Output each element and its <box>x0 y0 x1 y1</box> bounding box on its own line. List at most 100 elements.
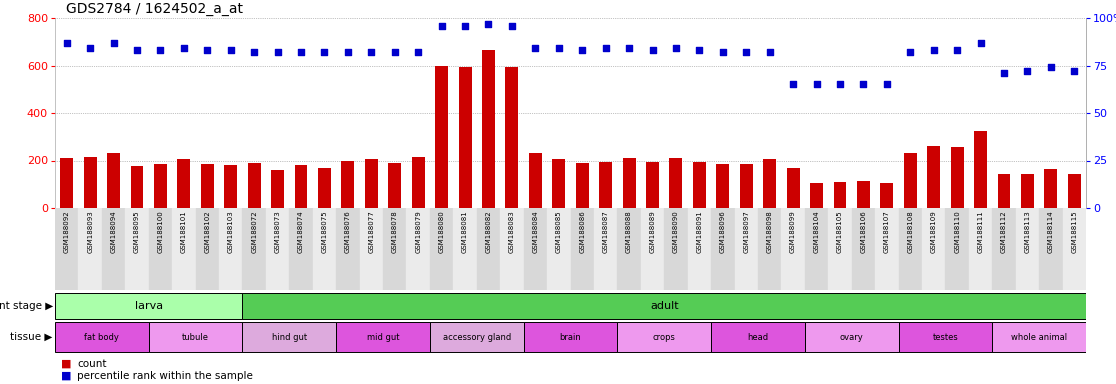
Text: GSM188078: GSM188078 <box>392 210 397 253</box>
Bar <box>1021 174 1033 208</box>
Bar <box>107 153 121 208</box>
Text: GSM188108: GSM188108 <box>907 210 913 253</box>
Bar <box>945 208 969 290</box>
Text: GSM188087: GSM188087 <box>603 210 608 253</box>
Bar <box>131 166 144 208</box>
Bar <box>570 208 594 290</box>
Bar <box>266 208 289 290</box>
Bar <box>623 158 635 208</box>
FancyBboxPatch shape <box>55 293 242 319</box>
Point <box>410 49 427 55</box>
Bar <box>881 183 893 208</box>
Text: count: count <box>77 359 107 369</box>
Point <box>316 49 334 55</box>
Text: GSM188075: GSM188075 <box>321 210 327 253</box>
Text: GSM188081: GSM188081 <box>462 210 468 253</box>
Bar <box>734 208 758 290</box>
Text: ■: ■ <box>60 359 75 369</box>
Point <box>597 45 615 51</box>
Bar <box>453 208 477 290</box>
Text: hind gut: hind gut <box>272 333 307 341</box>
Point <box>339 49 357 55</box>
Bar <box>84 157 97 208</box>
Bar <box>828 208 852 290</box>
Point <box>691 47 709 53</box>
Bar <box>716 164 729 208</box>
Bar <box>758 208 781 290</box>
Bar <box>430 208 453 290</box>
Bar <box>834 182 846 208</box>
Text: GSM188077: GSM188077 <box>368 210 374 253</box>
Bar <box>594 208 617 290</box>
Point <box>714 49 732 55</box>
Bar <box>646 162 658 208</box>
Text: GSM188098: GSM188098 <box>767 210 772 253</box>
Bar <box>435 66 448 208</box>
Text: fat body: fat body <box>85 333 119 341</box>
FancyBboxPatch shape <box>148 322 242 353</box>
Text: ■: ■ <box>60 371 75 381</box>
Bar <box>248 163 261 208</box>
Point <box>902 49 920 55</box>
Bar <box>295 165 308 208</box>
Bar <box>898 208 922 290</box>
Bar <box>459 67 471 208</box>
Text: GSM188092: GSM188092 <box>64 210 69 253</box>
FancyBboxPatch shape <box>55 322 148 353</box>
Text: head: head <box>748 333 769 341</box>
Bar <box>60 158 74 208</box>
Text: crops: crops <box>653 333 675 341</box>
Bar <box>969 208 992 290</box>
Text: GSM188095: GSM188095 <box>134 210 140 253</box>
Bar <box>805 208 828 290</box>
Bar <box>172 208 195 290</box>
Text: accessory gland: accessory gland <box>443 333 511 341</box>
Bar <box>599 162 612 208</box>
Bar <box>219 208 242 290</box>
Text: GSM188101: GSM188101 <box>181 210 186 253</box>
Bar <box>224 165 238 208</box>
Text: GSM188088: GSM188088 <box>626 210 632 253</box>
Point <box>480 21 498 27</box>
Bar <box>740 164 752 208</box>
Bar <box>148 208 172 290</box>
Bar <box>1039 208 1062 290</box>
Text: GSM188096: GSM188096 <box>720 210 725 253</box>
Point <box>105 40 123 46</box>
Bar <box>781 208 805 290</box>
Bar <box>687 208 711 290</box>
Bar <box>951 147 963 208</box>
FancyBboxPatch shape <box>336 322 430 353</box>
Point <box>433 23 451 29</box>
Bar <box>55 208 78 290</box>
Point <box>785 81 802 88</box>
Bar <box>1062 208 1086 290</box>
FancyBboxPatch shape <box>992 322 1086 353</box>
Text: larva: larva <box>135 301 163 311</box>
FancyBboxPatch shape <box>805 322 898 353</box>
Point <box>761 49 779 55</box>
FancyBboxPatch shape <box>523 322 617 353</box>
Text: development stage ▶: development stage ▶ <box>0 301 52 311</box>
Bar <box>857 181 869 208</box>
Text: GSM188114: GSM188114 <box>1048 210 1054 253</box>
Text: GSM188100: GSM188100 <box>157 210 163 253</box>
Text: ovary: ovary <box>840 333 864 341</box>
Text: GSM188109: GSM188109 <box>931 210 936 253</box>
Bar <box>388 163 402 208</box>
Bar <box>102 208 125 290</box>
Bar <box>617 208 641 290</box>
Point <box>878 81 896 88</box>
Text: GSM188097: GSM188097 <box>743 210 749 253</box>
Bar <box>787 168 799 208</box>
Point <box>152 47 170 53</box>
Bar <box>763 159 776 208</box>
Point <box>527 45 545 51</box>
Bar <box>547 208 570 290</box>
Bar <box>125 208 148 290</box>
Text: GSM188074: GSM188074 <box>298 210 304 253</box>
Point <box>199 47 217 53</box>
Text: GSM188083: GSM188083 <box>509 210 514 253</box>
Point <box>949 47 966 53</box>
Text: tissue ▶: tissue ▶ <box>10 332 52 342</box>
